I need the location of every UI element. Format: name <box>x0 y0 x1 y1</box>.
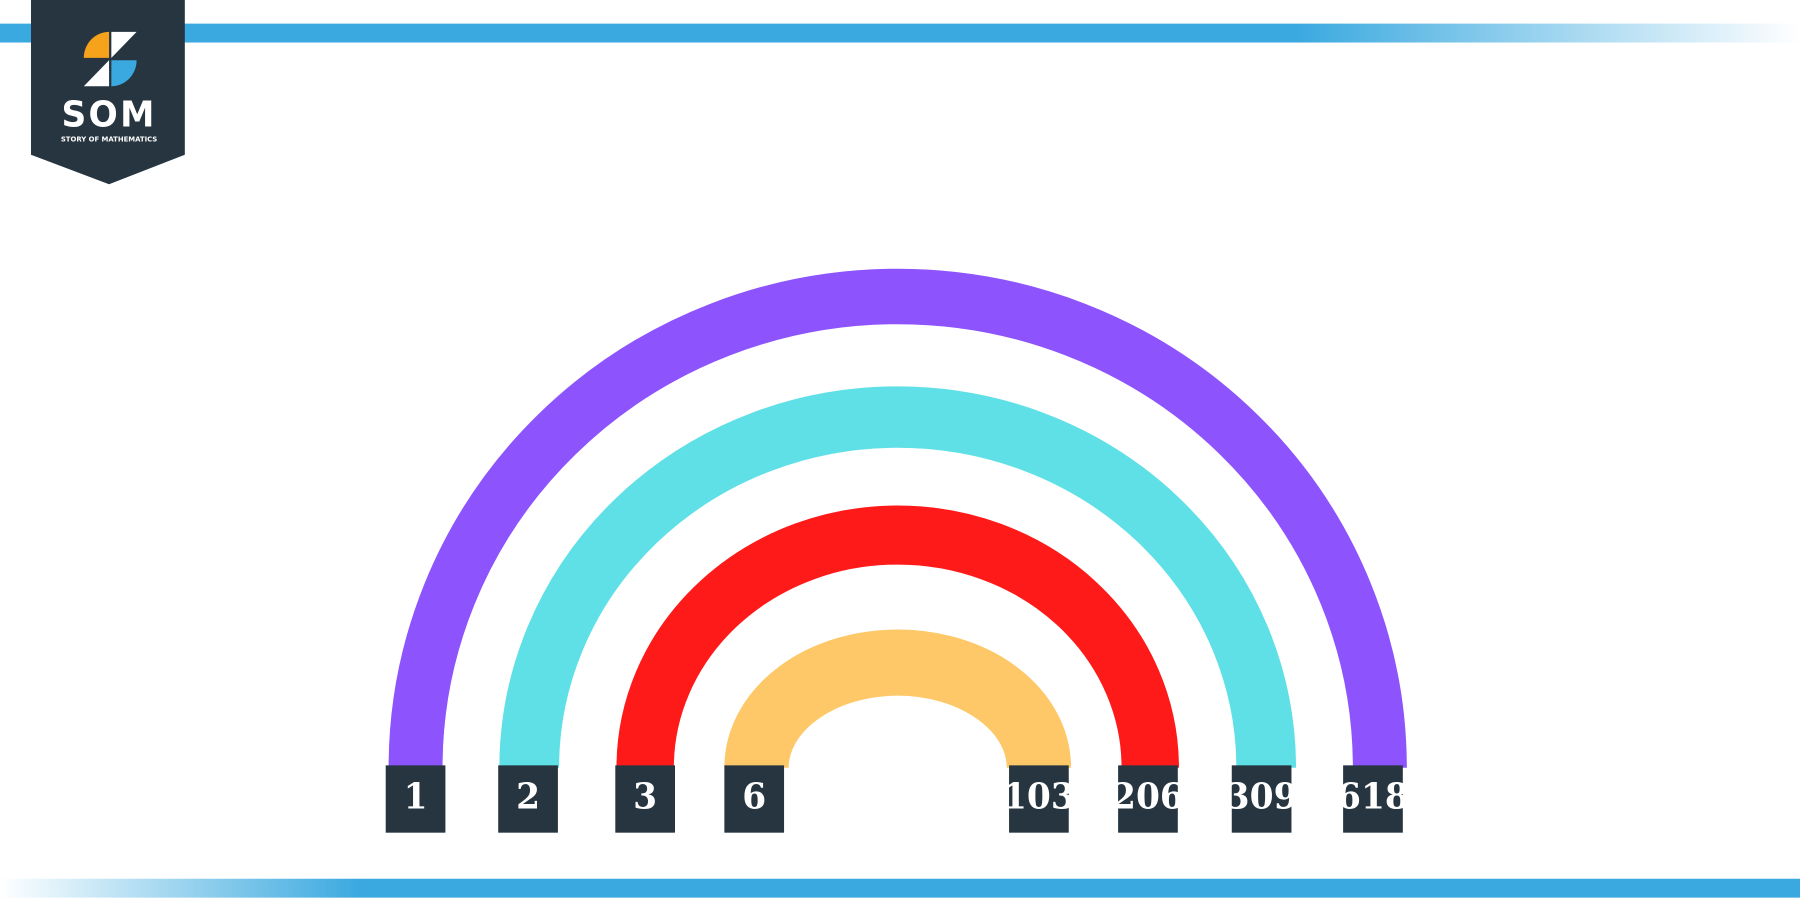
node-box <box>1343 765 1403 833</box>
arc <box>616 505 1179 768</box>
arc <box>724 629 1072 770</box>
nodes: 1 2 3 6 103 206 309 618 <box>385 765 1409 833</box>
node-label: 103 <box>1003 776 1075 818</box>
node-box <box>1118 765 1178 833</box>
arc <box>499 386 1297 768</box>
arcs <box>388 268 1407 770</box>
logo-icon <box>111 60 137 87</box>
node-label: 6 <box>742 776 766 818</box>
node-label: 309 <box>1226 776 1298 818</box>
logo-badge <box>30 0 185 185</box>
logo-subtitle: STORY OF MATHEMATICS <box>61 136 157 144</box>
node-label: 3 <box>633 776 657 818</box>
node-box <box>724 765 785 833</box>
bottom-bar <box>0 878 1800 898</box>
logo-title: SOM <box>61 95 156 136</box>
top-bar <box>0 23 1800 43</box>
logo-icon <box>83 60 110 87</box>
node-box <box>1009 765 1069 833</box>
node-label: 2 <box>516 776 540 818</box>
node-box <box>385 765 446 833</box>
node-label: 1 <box>404 776 428 818</box>
node-box <box>1231 765 1292 833</box>
node-box <box>615 765 675 833</box>
logo-icon <box>83 31 110 58</box>
node-box <box>498 765 558 833</box>
node-label: 618 <box>1337 776 1409 818</box>
arc <box>388 268 1407 768</box>
node-label: 206 <box>1112 776 1184 818</box>
logo: SOM STORY OF MATHEMATICS <box>30 0 185 185</box>
